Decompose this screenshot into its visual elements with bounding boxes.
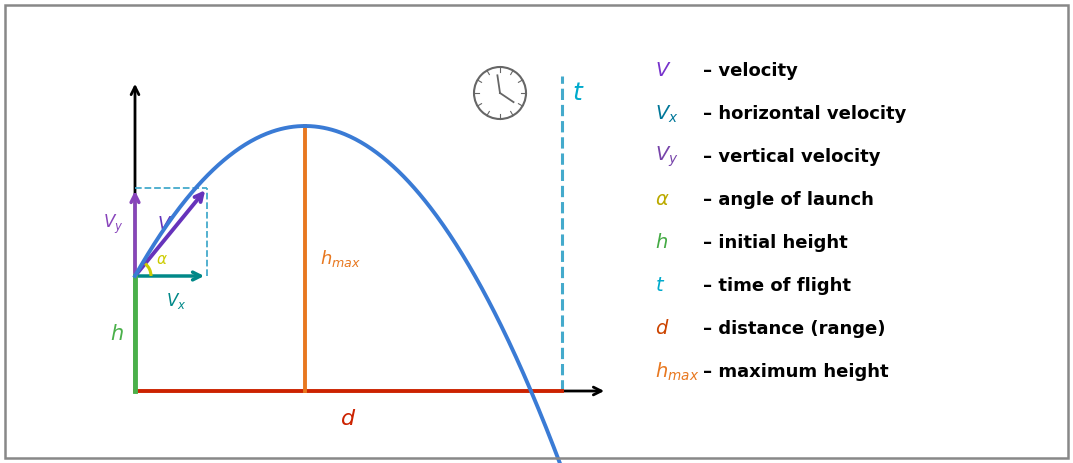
Text: $h$: $h$ <box>111 324 123 344</box>
Text: – maximum height: – maximum height <box>703 363 888 381</box>
Text: – time of flight: – time of flight <box>703 277 851 295</box>
Text: $t$: $t$ <box>572 81 585 105</box>
Text: $V_x$: $V_x$ <box>166 291 187 311</box>
Text: $\alpha$: $\alpha$ <box>156 253 167 267</box>
Text: $V_y$: $V_y$ <box>655 145 678 169</box>
Text: – velocity: – velocity <box>703 62 798 80</box>
Text: – angle of launch: – angle of launch <box>703 191 873 209</box>
Text: $V$: $V$ <box>655 62 672 80</box>
Text: $h_{max}$: $h_{max}$ <box>320 248 361 269</box>
Text: $t$: $t$ <box>655 277 665 295</box>
Text: $d$: $d$ <box>340 408 356 430</box>
Text: $V_x$: $V_x$ <box>655 103 678 125</box>
Text: $\alpha$: $\alpha$ <box>655 191 670 209</box>
Text: $h_{max}$: $h_{max}$ <box>655 361 700 383</box>
Text: $V_y$: $V_y$ <box>103 213 123 236</box>
Text: – initial height: – initial height <box>703 234 848 252</box>
Text: $h$: $h$ <box>655 233 668 252</box>
Text: $d$: $d$ <box>655 319 670 338</box>
Text: – vertical velocity: – vertical velocity <box>703 148 881 166</box>
Text: – horizontal velocity: – horizontal velocity <box>703 105 907 123</box>
Text: $V$: $V$ <box>157 215 173 233</box>
Text: – distance (range): – distance (range) <box>703 320 885 338</box>
